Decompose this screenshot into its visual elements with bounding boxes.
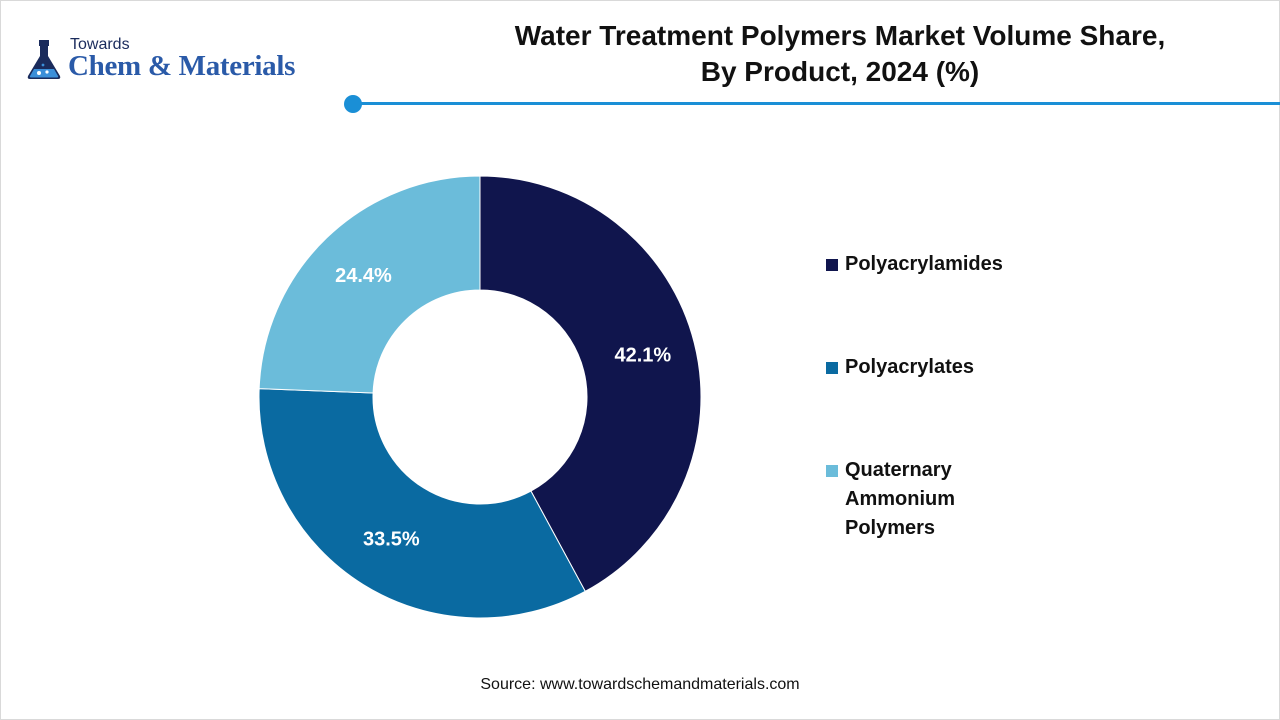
chart-title-line-2: By Product, 2024 (%) — [700, 56, 980, 87]
chart-title-line-1: Water Treatment Polymers Market Volume S… — [514, 20, 1166, 51]
flask-logo-icon — [27, 40, 61, 79]
header-rule-dot — [344, 95, 362, 113]
slice-data-label-1: 42.1% — [614, 345, 671, 367]
legend-swatch-3 — [826, 465, 838, 477]
chart-title: Water Treatment Polymers Market Volume S… — [400, 18, 1280, 90]
legend-swatch-1 — [826, 259, 838, 271]
logo-main-text: Chem & Materials — [68, 50, 296, 82]
legend-item-2: Polyacrylates — [826, 353, 1126, 382]
legend-label-2: Polyacrylates — [845, 356, 974, 378]
slice-data-label-3: 24.4% — [335, 265, 392, 287]
legend-item-1: Polyacrylamides — [826, 250, 1126, 279]
logo: Towards Chem & Materials — [22, 36, 342, 86]
source-note: Source: www.towardschemandmaterials.com — [480, 676, 800, 693]
legend-label-1: Polyacrylamides — [845, 253, 1003, 275]
logo-top-text: Towards — [70, 36, 130, 53]
donut-slice-3 — [258, 175, 481, 394]
header-rule-line — [358, 102, 1280, 105]
legend: Polyacrylamides Polyacrylates Quaternary A… — [826, 250, 1126, 543]
donut-slice-1 — [479, 175, 702, 593]
legend-swatch-2 — [826, 362, 838, 374]
donut-slice-2 — [258, 388, 586, 619]
legend-item-3: Quaternary Ammonium Polymers — [826, 456, 1126, 543]
legend-label-3: Quaternary Ammonium Polymers — [845, 459, 955, 539]
slice-data-label-2: 33.5% — [363, 529, 420, 551]
